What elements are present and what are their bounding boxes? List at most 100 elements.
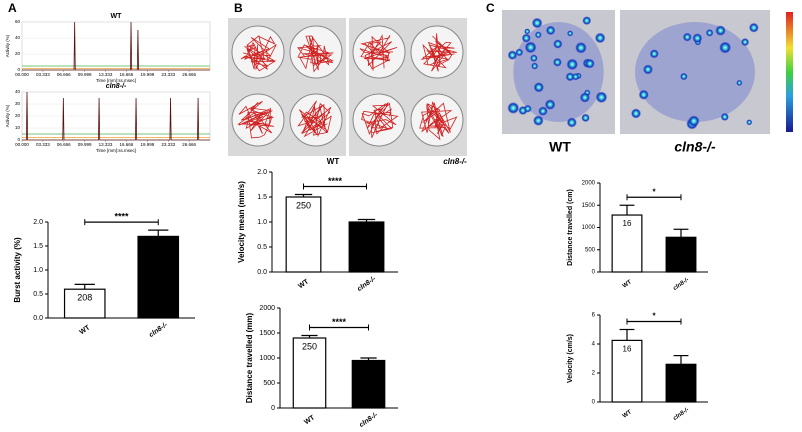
y-axis-label: Distance travelled (mm) (245, 313, 254, 404)
y-tick-label: 0 (592, 400, 596, 406)
bar (351, 359, 386, 409)
image-label: cln8-/- (674, 139, 716, 155)
track (419, 101, 458, 141)
hotspot (533, 82, 544, 93)
y-tick-label: 2000 (582, 181, 596, 187)
hotspot (688, 115, 700, 127)
y-tick-label: 1.0 (257, 219, 267, 226)
y-axis-label: Velocity mean (mm/s) (237, 181, 246, 263)
track (297, 100, 332, 138)
hotspot (524, 28, 531, 35)
hotspot (575, 41, 587, 54)
track (420, 33, 457, 72)
x-tick-label: WT (78, 324, 92, 336)
y-tick-label: 2.0 (257, 169, 267, 176)
track (240, 35, 277, 72)
y-tick-label: 40 (15, 35, 21, 40)
hotspot (582, 16, 592, 26)
panel-label: B (234, 1, 243, 15)
hotspot (553, 57, 562, 67)
y-axis-label: Velocity (cm/s) (567, 334, 574, 383)
color-scale (786, 12, 793, 132)
image-label: WT (549, 139, 571, 155)
hotspot (524, 41, 537, 54)
hotspot (692, 33, 703, 44)
hotspot (544, 99, 556, 110)
x-tick-label: cln8-/- (358, 411, 379, 429)
x-tick-label: WT (622, 279, 633, 289)
y-tick-label: 20 (15, 113, 21, 118)
x-tick-label: WT (303, 414, 317, 426)
n-label: 225 (151, 240, 166, 250)
y-tick-label: 0.0 (33, 315, 43, 322)
hotspot (594, 32, 606, 44)
x-tick-label: 06.666 (57, 72, 71, 77)
y-tick-label: 0.5 (33, 291, 43, 298)
x-tick-label: 09.999 (78, 142, 92, 147)
x-tick-label: 13.333 (99, 142, 113, 147)
n-label: 16 (623, 219, 632, 228)
y-tick-label: 30 (15, 101, 21, 106)
x-tick-label: 16.666 (120, 72, 134, 77)
hotspot (521, 33, 531, 43)
hotspot (638, 89, 649, 100)
x-tick-label: 03.333 (36, 72, 50, 77)
y-axis-label: Distance travelled (cm) (567, 189, 574, 266)
y-tick-label: 1500 (259, 330, 275, 337)
y-tick-label: 1500 (582, 203, 596, 209)
y-tick-label: 500 (263, 380, 275, 387)
y-tick-label: 0.0 (257, 269, 267, 276)
hotspot (553, 39, 563, 49)
hotspot (534, 31, 542, 39)
x-axis-label: Time [mm]:ss.msec] (96, 78, 136, 83)
hotspot (538, 106, 548, 116)
y-tick-label: 1.5 (33, 243, 43, 250)
hotspot (642, 64, 653, 75)
x-tick-label: 00.000 (15, 72, 29, 77)
y-tick-label: 6 (592, 313, 596, 319)
bar (285, 196, 322, 273)
x-tick-label: 23.333 (161, 142, 175, 147)
image-label: WT (327, 157, 340, 166)
y-tick-label: 2 (592, 371, 596, 377)
n-label: 16 (677, 241, 686, 250)
hotspot (705, 29, 714, 37)
x-tick-label: WT (622, 409, 633, 419)
heatmap-image (502, 10, 793, 134)
x-tick-label: 00.000 (15, 142, 29, 147)
bar (63, 288, 106, 319)
panel-label: C (486, 1, 495, 15)
x-tick-label: 26.666 (182, 72, 196, 77)
y-tick-label: 1000 (259, 355, 275, 362)
bar (611, 339, 643, 403)
hotspot (680, 72, 688, 81)
bar (292, 337, 327, 409)
hotspot (682, 32, 692, 42)
x-tick-label: cln8-/- (672, 277, 690, 292)
hotspot (585, 58, 595, 69)
y-tick-label: 60 (15, 19, 21, 24)
y-tick-label: 40 (15, 89, 21, 94)
activity-trace (22, 91, 210, 141)
hotspot (523, 104, 532, 113)
x-tick-label: cln8-/- (148, 321, 169, 339)
bar (611, 214, 643, 273)
x-tick-label: cln8-/- (672, 407, 690, 422)
n-label: 250 (359, 225, 374, 235)
x-tick-label: 16.666 (120, 142, 134, 147)
track (237, 101, 275, 139)
well (352, 93, 406, 147)
y-tick-label: 0 (271, 405, 275, 412)
track (359, 34, 398, 71)
hotspot (530, 54, 538, 62)
bar (348, 221, 385, 273)
y-tick-label: 0.5 (257, 244, 267, 251)
y-axis-label: Activity (%) (5, 34, 10, 57)
hotspot (748, 22, 759, 33)
hotspot (715, 25, 726, 36)
y-tick-label: 1.0 (33, 267, 43, 274)
y-tick-label: 1000 (582, 225, 596, 231)
hotspot (741, 38, 750, 47)
n-label: 250 (302, 341, 317, 351)
n-label: 250 (361, 364, 376, 374)
